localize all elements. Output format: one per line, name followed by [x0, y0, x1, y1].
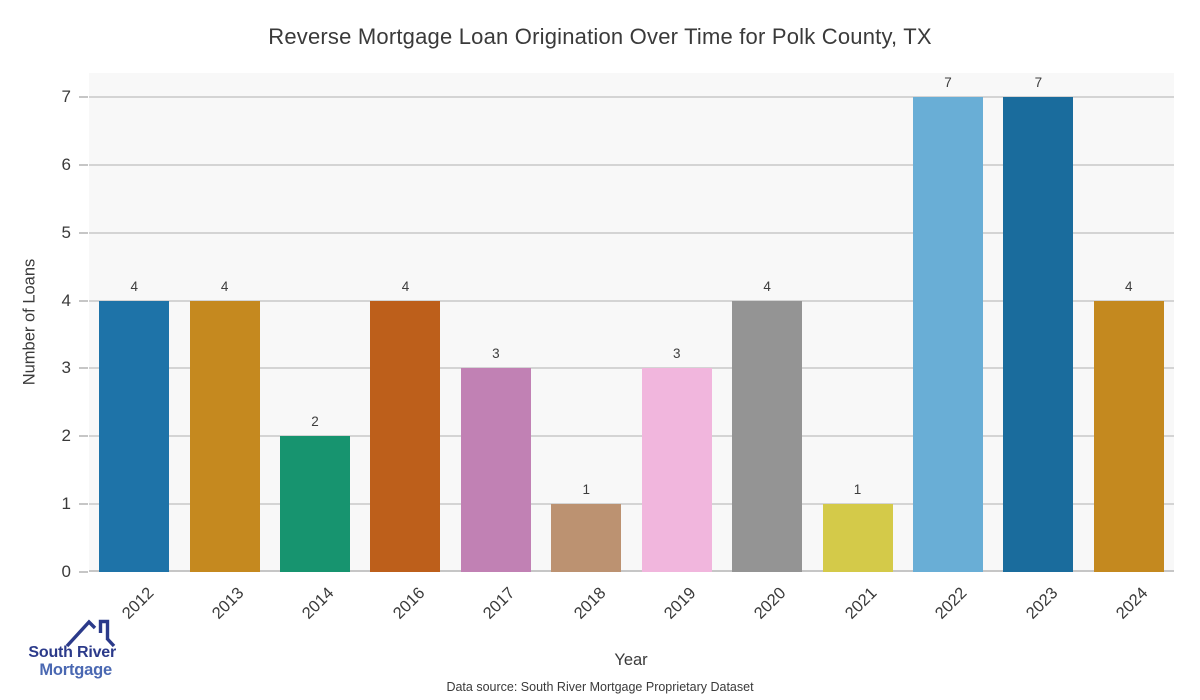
gridline-y-4	[89, 299, 1174, 302]
bar-value-label-2017: 3	[492, 346, 500, 362]
bar-2018	[551, 504, 622, 572]
bar-value-label-2023: 7	[1034, 75, 1043, 90]
logo-text-mortgage: Mortgage	[39, 661, 112, 679]
x-tick-label-2020: 2020	[751, 584, 790, 623]
y-tick-mark	[79, 367, 88, 370]
y-tick-label: 3	[61, 358, 71, 378]
bar-2022	[912, 97, 983, 572]
chart-title: Reverse Mortgage Loan Origination Over T…	[268, 24, 932, 49]
bar-2017	[460, 368, 531, 572]
bar-value-label-2014: 2	[311, 414, 319, 430]
bar-value-label-2018: 1	[582, 482, 591, 498]
y-tick-mark	[79, 96, 88, 98]
bar-2023	[1003, 97, 1074, 572]
gridline-y-5	[89, 231, 1174, 234]
y-tick-label: 7	[61, 87, 71, 106]
bar-2012	[99, 300, 170, 572]
x-tick-label-2023: 2023	[1022, 584, 1062, 623]
x-tick-label-2024: 2024	[1112, 584, 1152, 623]
gridline-y-7	[89, 96, 1174, 98]
x-axis-line	[89, 570, 1174, 572]
bar-value-label-2022: 7	[944, 75, 952, 90]
x-tick-label-2022: 2022	[932, 584, 971, 623]
y-tick-mark	[79, 231, 88, 234]
bar-value-label-2019: 3	[672, 346, 681, 362]
x-tick-label-2018: 2018	[570, 584, 610, 623]
x-tick-label-2013: 2013	[208, 584, 248, 623]
bar-2020	[732, 300, 803, 572]
south-river-mortgage-logo: South River Mortgage	[8, 612, 128, 687]
y-tick-mark	[79, 571, 88, 573]
y-tick-mark	[79, 503, 88, 506]
y-tick-label: 1	[61, 494, 71, 514]
bar-2016	[370, 300, 441, 572]
bar-value-label-2013: 4	[220, 278, 229, 294]
bar-value-label-2021: 1	[853, 482, 862, 498]
bar-2013	[189, 300, 260, 572]
y-tick-mark	[79, 435, 88, 438]
y-tick-label: 4	[61, 290, 71, 310]
x-tick-label-2019: 2019	[660, 584, 700, 623]
x-tick-label-2016: 2016	[389, 584, 429, 623]
bar-2021	[822, 504, 893, 572]
x-tick-label-2014: 2014	[299, 584, 338, 623]
y-tick-mark	[79, 163, 88, 166]
bar-value-label-2020: 4	[763, 278, 771, 294]
bar-2019	[641, 368, 712, 572]
gridline-y-2	[89, 435, 1174, 438]
gridline-y-3	[89, 367, 1174, 370]
y-tick-label: 6	[61, 154, 71, 174]
logo-text-south-river: South River	[28, 644, 116, 661]
y-tick-label: 2	[61, 426, 71, 446]
bar-value-label-2016: 4	[401, 278, 410, 294]
gridline-y-6	[89, 163, 1174, 166]
x-tick-label-2017: 2017	[479, 584, 519, 623]
y-tick-label: 5	[61, 222, 71, 242]
y-tick-mark	[79, 299, 88, 302]
y-tick-label: 0	[61, 562, 71, 581]
x-axis-title: Year	[614, 651, 648, 669]
plot-area: 0 1 2 3 4 5 6 7 4 2012 4 2013 2 2014 4 2016 3 2017 1 2018 3 2…	[62, 73, 1174, 623]
house-roof-icon	[65, 619, 116, 648]
data-source-note: Data source: South River Mortgage Propri…	[446, 680, 754, 694]
bar-2014	[280, 436, 351, 572]
gridline-y-1	[89, 503, 1174, 506]
bar-2024	[1093, 300, 1164, 572]
bar-value-label-2024: 4	[1125, 278, 1133, 294]
bar-value-label-2012: 4	[130, 278, 138, 294]
x-tick-label-2021: 2021	[841, 584, 881, 623]
